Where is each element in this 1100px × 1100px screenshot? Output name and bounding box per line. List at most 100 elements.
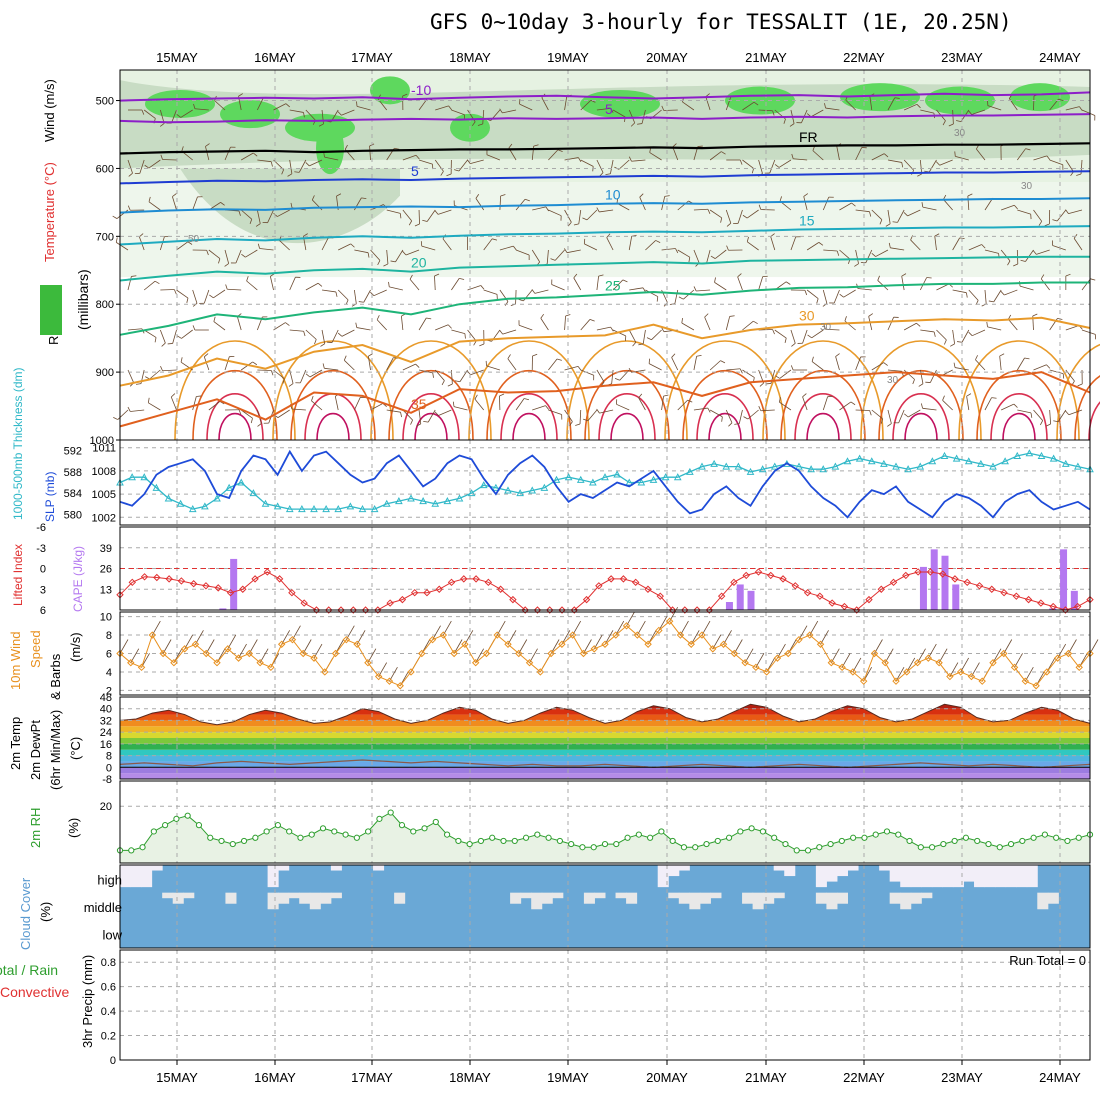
cloud-gap [183,892,195,899]
cloud-gap [373,865,385,871]
wind-barb [127,205,131,211]
wind-barb [448,105,453,111]
wind-barb [176,289,189,299]
wind-barb [534,289,549,294]
cloud-gap [120,865,132,888]
cloud-gap [952,865,964,888]
rh2m-marker [850,834,857,841]
wind-barb [580,319,591,331]
wind-speed-marker [644,640,652,648]
precip-tick-label: 0.6 [101,982,116,994]
wind-barb [897,209,905,223]
wind-barb [257,423,262,427]
thickness-marker [819,465,828,473]
wind-barb [971,109,986,115]
wind-barb [227,288,242,291]
lifted-index-marker [423,589,431,597]
wind-barb [394,147,400,150]
wind-barb [953,362,956,368]
wind-barb [693,286,697,292]
wind-barb [208,249,221,259]
wind-speed-marker [439,631,448,639]
wind-barb [632,342,637,347]
wind-barb [557,149,563,152]
wind-speed-marker [418,649,426,658]
wind-barb [573,223,579,226]
isotherm-label: -10 [411,82,431,98]
wind-barb [952,237,960,251]
thickness-marker [176,499,185,507]
wind-barb [1000,249,1011,262]
wind-barb [912,379,915,385]
wind-barb [642,287,646,293]
isotherm-line [119,113,1091,124]
wind-barb [791,153,794,159]
lifted-index-marker [177,577,186,585]
wind-barb [599,209,614,213]
wind-barb [774,164,780,168]
wind-speed-marker [245,649,254,658]
wind-barb [418,409,422,424]
wind-speed-marker [665,617,674,625]
cloud-gap [162,892,174,899]
wind10m-axis-label: 10m Wind [8,631,23,690]
li-tick-label: -6 [36,522,46,534]
wind-barb [474,394,478,400]
temp-contour-warm [316,413,350,441]
rh2m-marker [162,822,169,829]
wind-barb [515,249,530,256]
lifted-index-marker [570,606,579,614]
wind-barb [806,242,820,251]
wind-barb [1033,209,1043,222]
thickness-marker [443,497,452,505]
lifted-index-marker [902,571,910,580]
wind-barb [918,383,924,387]
lifted-index-marker [484,578,493,587]
lifted-index-marker [791,582,800,590]
wind-barb [790,329,796,344]
wind-barb [599,409,614,414]
wind-barb [883,362,888,366]
wind-speed-marker [956,668,965,676]
wind-barb [344,144,348,150]
lifted-index-marker [681,606,689,614]
temp-band [120,743,1090,750]
thickness-marker [880,459,888,467]
wind-barb [645,289,658,297]
rh2m-marker [669,837,676,845]
contour-annotation: 30 [954,128,966,139]
rh2m-marker [748,825,755,832]
wind-barb [942,395,945,401]
wind-barb [672,146,679,161]
wind-speed-marker [762,668,771,676]
wind-barb [563,248,568,253]
wind-barb [734,423,740,425]
wind-barb [548,209,562,217]
panel-frame [119,526,1091,611]
cloud-gap [678,892,690,904]
rh2m-marker [883,828,891,835]
wind-barb [630,122,636,127]
thickness-marker [213,494,221,502]
wind-barb [845,99,856,111]
rh2m-marker [432,818,439,826]
wind-barb [802,396,808,411]
panel-frame [119,611,1091,696]
wind-barb [554,249,565,261]
wind-barb [836,146,840,161]
run-total-label: Run Total = 0 [1009,953,1086,968]
wind-barb [194,108,209,111]
wind-barb [714,282,727,291]
lifted-index-marker [312,606,321,614]
wind-barb [131,275,137,277]
rh2m-marker [782,840,789,848]
wind-barb [987,326,1002,331]
thickness-marker [795,462,803,470]
wind-barb [410,419,413,425]
wind-speed-marker [148,631,157,639]
thickness-tick-label: 592 [64,446,82,458]
lifted-index-marker [619,575,628,583]
rh2m-marker [771,834,778,841]
cloud-gap [172,892,184,904]
temp-contour-warm [192,370,278,441]
